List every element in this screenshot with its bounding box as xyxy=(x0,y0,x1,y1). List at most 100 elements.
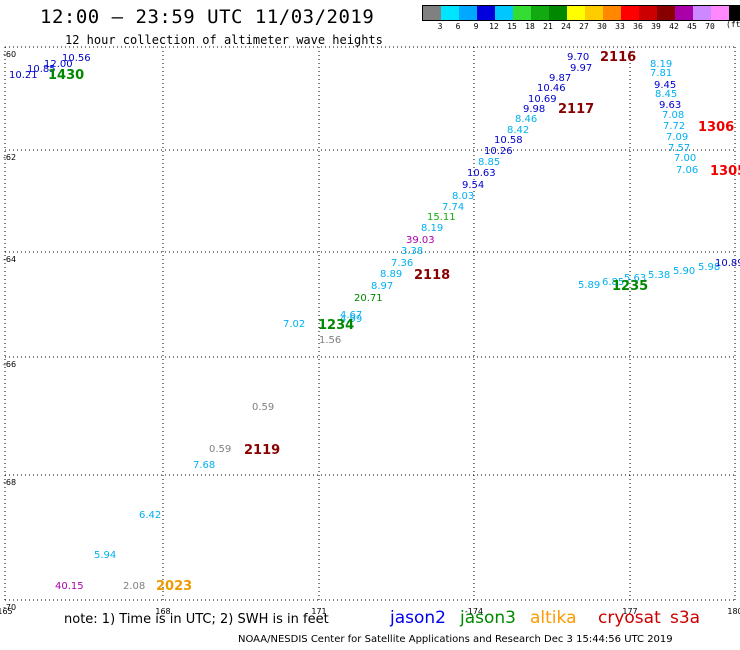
wave-height-value: 7.74 xyxy=(442,202,464,213)
wave-height-value: 9.45 xyxy=(654,80,676,91)
map-subtitle: 12 hour collection of altimeter wave hei… xyxy=(65,33,383,47)
color-scale-swatches xyxy=(422,5,740,21)
wave-height-value: 5.90 xyxy=(673,266,695,277)
color-swatch xyxy=(567,6,585,20)
wave-height-value: 9.70 xyxy=(567,52,589,63)
latitude-label: -64 xyxy=(3,255,16,264)
wave-height-value: 10.58 xyxy=(494,135,523,146)
wave-height-value: 4.99 xyxy=(340,314,362,325)
color-scale-label: 30 xyxy=(597,22,607,31)
wave-height-value: 10.46 xyxy=(537,83,566,94)
pass-time-label: 2023 xyxy=(156,579,192,594)
color-swatch xyxy=(621,6,639,20)
wave-height-value: 8.45 xyxy=(655,89,677,100)
color-scale-label: 42 xyxy=(669,22,679,31)
wave-height-value: 7.72 xyxy=(663,121,685,132)
color-scale-labels: 3 6 9 12 15 18 21 24 27 30 33 36 39 42 45 70 xyxy=(422,21,740,33)
pass-time-label: 2117 xyxy=(558,102,594,117)
color-swatch xyxy=(441,6,459,20)
wave-height-value: 7.09 xyxy=(666,132,688,143)
wave-height-value: 12.00 xyxy=(44,59,73,70)
credit-footer: NOAA/NESDIS Center for Satellite Applica… xyxy=(238,634,673,645)
color-swatch xyxy=(531,6,549,20)
color-scale-label: 33 xyxy=(615,22,625,31)
color-scale-label: 24 xyxy=(561,22,571,31)
latitude-label: -66 xyxy=(3,360,16,369)
wave-height-value: 10.56 xyxy=(62,53,91,64)
color-swatch xyxy=(495,6,513,20)
wave-height-value: 4.67 xyxy=(340,310,362,321)
color-swatch xyxy=(639,6,657,20)
wave-height-value: 0.59 xyxy=(252,402,274,413)
color-swatch xyxy=(657,6,675,20)
pass-time-label: 2118 xyxy=(414,268,450,283)
wave-height-value: 8.97 xyxy=(371,281,393,292)
color-scale-label: 21 xyxy=(543,22,553,31)
color-swatch xyxy=(423,6,441,20)
wave-height-value: 5.98 xyxy=(698,262,720,273)
latitude-label: -68 xyxy=(3,478,16,487)
wave-height-value: 7.57 xyxy=(668,143,690,154)
wave-height-value: 8.89 xyxy=(380,269,402,280)
color-scale-label: 39 xyxy=(651,22,661,31)
legend-jason3: jason3 xyxy=(460,608,516,628)
wave-height-value: 8.46 xyxy=(515,114,537,125)
color-scale-label: 12 xyxy=(489,22,499,31)
longitude-label: 177 xyxy=(622,607,637,616)
longitude-label: 165 xyxy=(0,607,13,616)
wave-height-value: 9.63 xyxy=(659,100,681,111)
pass-time-label: 1234 xyxy=(318,318,354,333)
legend-altika: altika xyxy=(530,608,577,628)
wave-height-value: 1.56 xyxy=(319,335,341,346)
wave-height-value: 15.11 xyxy=(427,212,456,223)
color-swatch xyxy=(675,6,693,20)
wave-height-value: 2.08 xyxy=(123,581,145,592)
wave-height-value: 8.85 xyxy=(478,157,500,168)
color-swatch xyxy=(693,6,711,20)
longitude-label: 171 xyxy=(311,607,326,616)
wave-height-value: 40.15 xyxy=(55,581,84,592)
color-scale-label: 18 xyxy=(525,22,535,31)
wave-height-value: 7.36 xyxy=(391,258,413,269)
wave-height-value: 7.68 xyxy=(193,460,215,471)
color-scale-label: 15 xyxy=(507,22,517,31)
pass-time-label: 1306 xyxy=(698,120,734,135)
wave-height-value: 6.85 xyxy=(602,277,624,288)
color-swatch xyxy=(603,6,621,20)
wave-height-value: 0.59 xyxy=(209,444,231,455)
latitude-label: -60 xyxy=(3,50,16,59)
wave-height-value: 9.98 xyxy=(523,104,545,115)
wave-height-value: 8.42 xyxy=(507,125,529,136)
color-swatch xyxy=(549,6,567,20)
color-scale-label: 6 xyxy=(455,22,461,31)
wave-height-value: 6.42 xyxy=(139,510,161,521)
color-scale-unit: (ft) xyxy=(726,20,740,29)
color-scale-label: 9 xyxy=(473,22,479,31)
pass-time-label: 1235 xyxy=(612,279,648,294)
wave-height-value: 10.89 xyxy=(715,258,740,269)
color-scale-label: 36 xyxy=(633,22,643,31)
color-scale-label: 27 xyxy=(579,22,589,31)
legend-jason2: jason2 xyxy=(390,608,446,628)
wave-height-value: 10.69 xyxy=(528,94,557,105)
pass-time-labels: 1430 2116 2117 1306 1305 2118 1234 1235 2119 2023 xyxy=(48,50,740,594)
wave-height-value: 39.03 xyxy=(406,235,435,246)
wave-height-value: 8.19 xyxy=(650,59,672,70)
longitude-label: -174 xyxy=(465,607,483,616)
wave-height-value: 5.94 xyxy=(94,550,116,561)
wave-height-value: 5.63 xyxy=(624,273,646,284)
wave-height-value: 20.71 xyxy=(354,293,383,304)
wave-height-value: 9.87 xyxy=(549,73,571,84)
wave-height-value: 5.89 xyxy=(578,280,600,291)
wave-height-points: 10.5612.0010.8510.219.709.979.8710.4610.… xyxy=(9,52,740,592)
color-scale-label: 70 xyxy=(705,22,715,31)
latitude-label: -70 xyxy=(3,603,16,612)
wave-height-value: 10.63 xyxy=(467,168,496,179)
wave-height-value: 7.08 xyxy=(662,110,684,121)
pass-time-label: 2116 xyxy=(600,50,636,65)
longitude-label: 180 xyxy=(727,607,740,616)
color-swatch xyxy=(477,6,495,20)
map-title: 12:00 — 23:59 UTC 11/03/2019 xyxy=(40,6,375,28)
